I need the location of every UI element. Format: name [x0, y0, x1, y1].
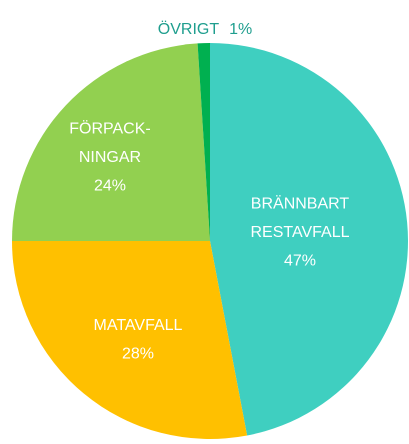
- slice-label: ÖVRIGT 1%: [158, 20, 252, 38]
- category-label: MATAVFALL: [94, 317, 183, 334]
- value-label: 47%: [284, 253, 316, 270]
- category-line: FÖRPACK-: [69, 120, 150, 138]
- pie-slice: [12, 241, 248, 440]
- pie-slice: [197, 43, 210, 241]
- category-label: FÖRPACK- NINGAR: [69, 120, 150, 167]
- category-label: ÖVRIGT: [158, 20, 220, 38]
- pie-slice: [12, 43, 210, 241]
- category-line: BRÄNNBART: [251, 195, 350, 213]
- pie-slice: [210, 43, 409, 436]
- value-label: 28%: [122, 345, 154, 362]
- category-label: BRÄNNBART RESTAVFALL: [251, 195, 350, 242]
- category-line: RESTAVFALL: [251, 224, 350, 241]
- value-label: 24%: [94, 178, 126, 195]
- value-label: 1%: [229, 21, 252, 38]
- category-line: NINGAR: [79, 149, 141, 166]
- category-line: MATAVFALL: [94, 317, 183, 334]
